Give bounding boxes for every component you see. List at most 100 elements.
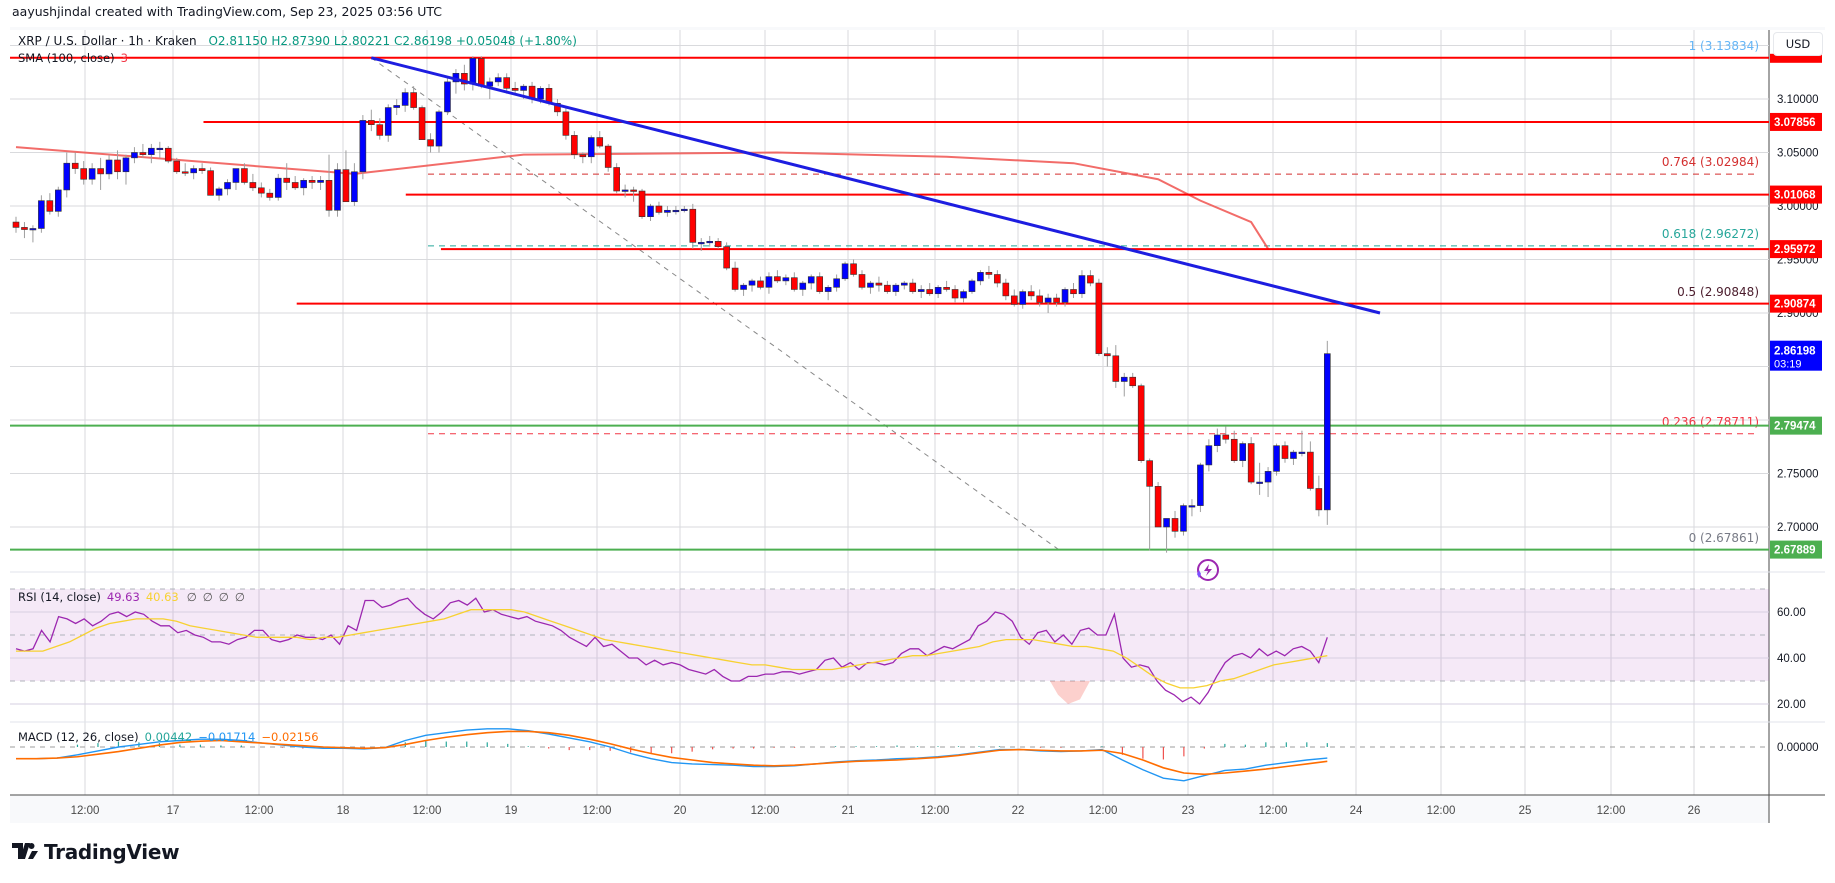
candle-up xyxy=(1256,481,1263,484)
candle-down xyxy=(461,73,468,85)
candle-down xyxy=(1315,488,1323,511)
candle-down xyxy=(1281,445,1289,459)
candle-down xyxy=(283,177,291,183)
time-axis-label: 12:00 xyxy=(1089,805,1118,817)
candle-down xyxy=(207,170,214,196)
rsi-line xyxy=(15,597,1328,705)
candle-up xyxy=(444,81,451,113)
price-tag xyxy=(1770,185,1822,204)
candle-down xyxy=(511,88,519,91)
fib-level-label: 0.618 (2.96272) xyxy=(1662,227,1759,241)
candle-up xyxy=(537,88,544,100)
candle-up xyxy=(215,188,223,196)
candle-up xyxy=(587,137,595,158)
candle-down xyxy=(46,200,54,212)
rsi-oversold-fill xyxy=(1050,681,1090,704)
symbol-title: XRP / U.S. Dollar · 1h · Kraken xyxy=(18,34,197,48)
candle-down xyxy=(308,180,316,183)
candle-down xyxy=(1027,291,1035,297)
rsi-value: 49.63 xyxy=(106,590,140,604)
candle-up xyxy=(824,287,832,292)
macd-label: MACD (12, 26, close) xyxy=(18,730,139,744)
candle-down xyxy=(1036,295,1043,303)
candle-down xyxy=(714,241,722,247)
price-tag-label: 2.79474 xyxy=(1774,421,1816,433)
time-axis-label: 23 xyxy=(1182,805,1195,817)
price-axis-label: 2.75000 xyxy=(1777,469,1819,481)
candle-down xyxy=(604,145,612,168)
candle-up xyxy=(1298,451,1306,454)
candle-down xyxy=(926,289,933,295)
candle-down xyxy=(410,92,417,108)
candle-down xyxy=(418,107,426,140)
lightning-alert-icon[interactable] xyxy=(1197,559,1219,581)
candle-down xyxy=(816,276,824,292)
candle-down xyxy=(325,180,333,211)
candle-down xyxy=(139,152,147,155)
macd-legend[interactable]: MACD (12, 26, close) 0.00442 −0.01714 −0.02… xyxy=(18,730,319,744)
candle-down xyxy=(1002,282,1010,297)
price-tag xyxy=(1770,294,1822,313)
candle-up xyxy=(841,263,849,280)
sma-line xyxy=(15,146,1269,250)
macd-signal-value: −0.02156 xyxy=(261,730,319,744)
price-axis-label: 3.00000 xyxy=(1777,201,1819,213)
time-axis-label: 25 xyxy=(1519,805,1532,817)
candle-down xyxy=(579,154,587,158)
candle-down xyxy=(266,192,274,198)
descending-trendline[interactable] xyxy=(370,56,1381,315)
time-axis-label: 21 xyxy=(842,805,855,817)
candle-up xyxy=(934,287,942,295)
candle-up xyxy=(351,171,358,203)
rsi-extra-values: ∅∅∅∅ xyxy=(186,590,251,604)
candle-down xyxy=(249,182,257,189)
price-tag-label: 2.67889 xyxy=(1774,545,1816,557)
sma-value: 3 xyxy=(120,51,128,65)
candle-up xyxy=(520,85,527,91)
candle-down xyxy=(791,277,798,290)
time-axis-label: 12:00 xyxy=(71,805,100,817)
candle-up xyxy=(1264,471,1272,483)
sma-legend[interactable]: SMA (100, close) 3 xyxy=(18,51,128,65)
time-axis-label: 12:00 xyxy=(583,805,612,817)
candle-down xyxy=(875,282,883,286)
candle-up xyxy=(672,209,680,213)
time-axis-label: 20 xyxy=(674,805,687,817)
price-tag-label: 3.01068 xyxy=(1774,190,1816,202)
currency-button[interactable]: USD xyxy=(1773,32,1823,56)
candle-down xyxy=(630,189,637,192)
candle-up xyxy=(1078,275,1086,295)
candle-down xyxy=(164,147,172,162)
symbol-legend[interactable]: XRP / U.S. Dollar · 1h · Kraken O2.81150… xyxy=(18,34,577,48)
candle-up xyxy=(224,182,231,190)
candle-down xyxy=(1307,451,1314,489)
tradingview-logo[interactable]: TradingView xyxy=(12,840,180,864)
candle-down xyxy=(1095,282,1103,354)
time-axis-label: 12:00 xyxy=(921,805,950,817)
ohlc-close: C2.86198 xyxy=(394,34,453,48)
candle-up xyxy=(621,189,629,192)
candle-up xyxy=(317,180,324,183)
candle-down xyxy=(951,289,959,299)
macd-hist-value: 0.00442 xyxy=(144,730,193,744)
time-axis-label: 12:00 xyxy=(1597,805,1626,817)
fib-level-label: 0.5 (2.90848) xyxy=(1677,285,1759,299)
candle-down xyxy=(1129,376,1137,387)
candle-down xyxy=(1087,275,1094,284)
candle-up xyxy=(1324,353,1331,511)
price-tag-label: 2.95972 xyxy=(1774,244,1816,256)
rsi-legend[interactable]: RSI (14, close) 49.63 40.63 ∅∅∅∅ xyxy=(18,590,251,604)
candle-down xyxy=(757,280,764,288)
plot-area xyxy=(10,30,1769,795)
candle-up xyxy=(1239,443,1246,461)
candle-up xyxy=(782,277,790,282)
candle-down xyxy=(21,227,28,230)
ohlc-low: L2.80221 xyxy=(333,34,391,48)
fib-level-label: 1 (3.13834) xyxy=(1689,39,1759,53)
candle-down xyxy=(562,111,570,136)
macd-axis-label: 0.00000 xyxy=(1777,742,1819,754)
candle-up xyxy=(681,208,688,212)
price-tag xyxy=(1770,540,1822,559)
candle-up xyxy=(1120,376,1128,382)
